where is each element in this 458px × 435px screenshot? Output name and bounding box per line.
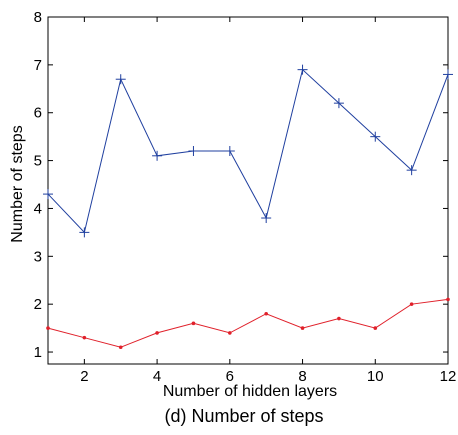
plot-area bbox=[47, 16, 449, 365]
series-layer bbox=[43, 64, 453, 350]
series-1-point bbox=[43, 189, 53, 200]
x-axis-label: Number of hidden layers bbox=[163, 383, 337, 400]
series-2-point bbox=[300, 326, 305, 330]
series-1-point bbox=[79, 227, 90, 238]
series-1-point bbox=[370, 131, 381, 142]
series-1-point bbox=[152, 150, 163, 161]
plot-frame bbox=[47, 16, 449, 365]
series-2-point bbox=[118, 345, 123, 350]
series-2-point bbox=[337, 316, 341, 321]
series-1-point bbox=[261, 213, 272, 224]
series-1-point bbox=[406, 165, 417, 176]
series-1-line bbox=[47, 68, 449, 234]
x-tick-label: 6 bbox=[226, 368, 234, 385]
y-tick-label: 2 bbox=[34, 296, 42, 313]
series-1-point bbox=[333, 98, 344, 109]
series-2-point bbox=[446, 297, 450, 302]
series-2-point bbox=[228, 331, 232, 335]
series-1-point bbox=[188, 146, 199, 157]
y-tick-label: 3 bbox=[34, 248, 42, 265]
y-tick-label: 4 bbox=[34, 200, 42, 217]
series-2-point bbox=[82, 335, 87, 340]
x-tick-label: 4 bbox=[153, 368, 161, 385]
series-2-point bbox=[155, 331, 159, 335]
y-axis-label: Number of steps bbox=[9, 125, 26, 242]
series-2-line bbox=[47, 298, 449, 348]
x-tick-label: 10 bbox=[367, 368, 384, 385]
series-2-point bbox=[191, 321, 196, 326]
series-1-point bbox=[224, 146, 235, 157]
y-tick-label: 1 bbox=[34, 344, 42, 361]
x-tick-label: 2 bbox=[80, 368, 88, 385]
series-2-point bbox=[46, 326, 50, 330]
x-tick-label: 8 bbox=[298, 368, 306, 385]
x-tick-label: 12 bbox=[440, 368, 457, 385]
y-tick-label: 7 bbox=[34, 57, 42, 74]
series-2-point bbox=[409, 302, 414, 306]
y-tick-label: 6 bbox=[34, 105, 42, 122]
series-2-point bbox=[264, 311, 268, 316]
series-1-point bbox=[297, 64, 308, 75]
figure-caption: (d) Number of steps bbox=[164, 406, 323, 426]
y-tick-label: 5 bbox=[34, 153, 42, 170]
series-2-point bbox=[373, 326, 378, 330]
series-1-point bbox=[115, 74, 126, 85]
series-1-point bbox=[443, 69, 453, 80]
y-tick-label: 8 bbox=[34, 9, 42, 26]
